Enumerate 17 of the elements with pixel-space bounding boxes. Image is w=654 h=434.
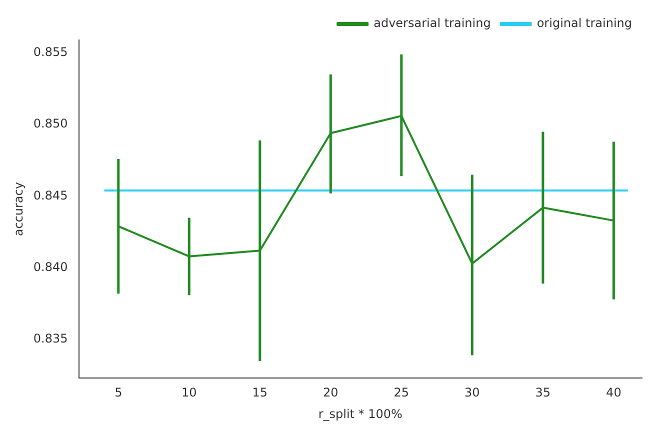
x-tick-label: 15	[252, 386, 268, 400]
y-tick-label: 0.840	[33, 260, 68, 274]
x-tick-label: 20	[323, 386, 338, 400]
legend-label: adversarial training	[374, 16, 491, 30]
y-tick-label: 0.855	[33, 45, 68, 60]
y-tick-label: 0.835	[33, 332, 68, 346]
y-tick-label: 0.850	[33, 116, 68, 131]
y-axis-title: accuracy	[11, 182, 26, 236]
y-tick-label: 0.845	[33, 188, 68, 202]
x-tick-label: 40	[606, 386, 622, 400]
x-axis-title: r_split * 100%	[318, 406, 402, 421]
x-tick-label: 30	[464, 386, 480, 400]
x-tick-label: 35	[535, 386, 551, 400]
legend-label: original training	[536, 16, 632, 30]
x-tick-label: 25	[394, 386, 410, 400]
x-tick-label: 10	[182, 386, 197, 400]
x-tick-label: 5	[114, 386, 122, 400]
